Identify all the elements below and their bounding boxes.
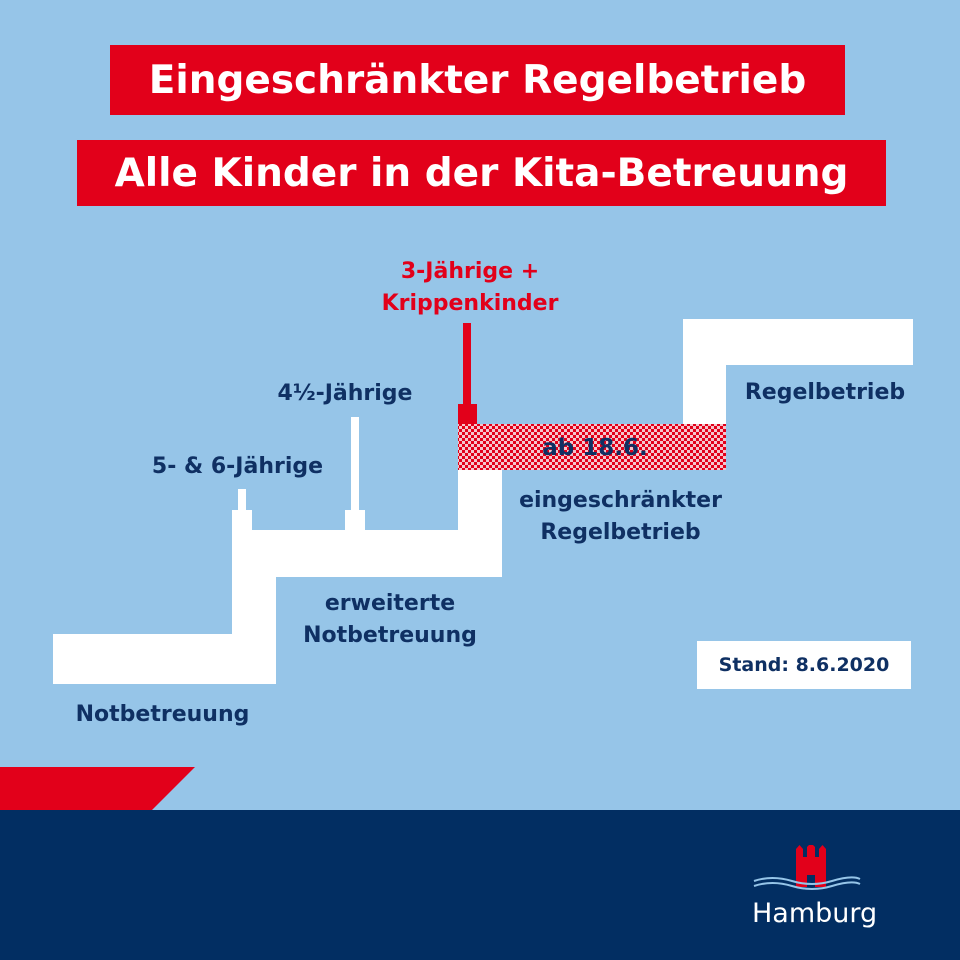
hamburg-logo-text: Hamburg [752, 898, 878, 929]
label-5-6-jaehrige: 5- & 6-Jährige [151, 454, 324, 479]
title-line-1: Eingeschränkter Regelbetrieb [110, 45, 845, 115]
step-eingeschraenkter-regelbetrieb [458, 424, 726, 470]
marker-5-6-base [232, 510, 252, 530]
label-4-5-jaehrige: 4½-Jährige [277, 381, 413, 406]
marker-3-base [458, 404, 477, 424]
label-erweiterte-line2: Notbetreuung [303, 623, 477, 648]
label-erweiterte-line1: erweiterte [324, 591, 456, 616]
marker-3-stem [463, 323, 471, 408]
label-3-jaehrige-line1: 3-Jährige + [400, 259, 540, 284]
marker-4-5-base [345, 510, 365, 530]
label-erweiterte-notbetreuung: erweiterte Notbetreuung [280, 588, 500, 652]
date-label: ab 18.6. [542, 435, 648, 461]
title-line-2: Alle Kinder in der Kita-Betreuung [77, 140, 886, 206]
label-notbetreuung: Notbetreuung [75, 702, 250, 727]
label-regelbetrieb: Regelbetrieb [744, 380, 906, 405]
label-3-jaehrige-line2: Krippenkinder [381, 291, 559, 316]
label-eingeschraenkter-regelbetrieb: eingeschränkter Regelbetrieb [503, 485, 738, 549]
label-eingeschraenkter-line2: Regelbetrieb [540, 520, 701, 545]
stand-date-badge: Stand: 8.6.2020 [697, 641, 911, 689]
marker-5-6-stem [238, 489, 246, 514]
step-erweiterte-notbetreuung [232, 530, 502, 577]
label-eingeschraenkter-line1: eingeschränkter [519, 488, 722, 513]
label-3-jaehrige: 3-Jährige + Krippenkinder [365, 256, 575, 320]
step-regelbetrieb [683, 319, 913, 365]
marker-4-5-stem [351, 417, 359, 514]
riser-2 [458, 470, 502, 577]
hamburg-castle-icon [753, 845, 861, 890]
